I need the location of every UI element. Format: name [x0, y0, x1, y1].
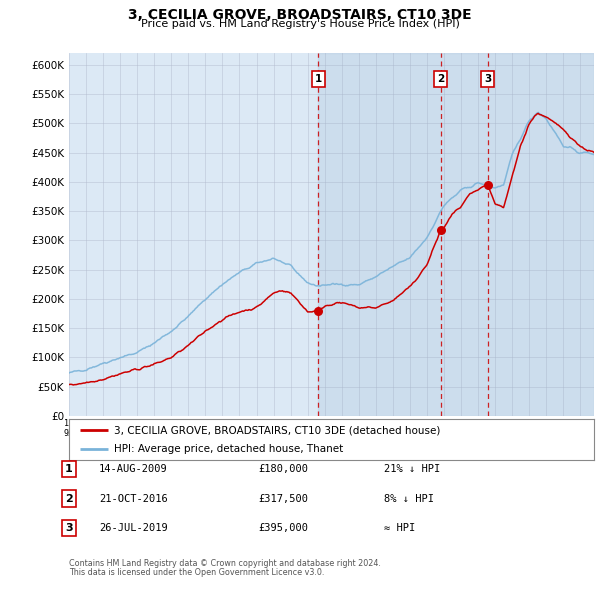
Bar [318, 53, 594, 416]
Text: 26-JUL-2019: 26-JUL-2019 [99, 523, 168, 533]
Text: 1: 1 [65, 464, 73, 474]
Text: ≈ HPI: ≈ HPI [384, 523, 415, 533]
Text: £317,500: £317,500 [258, 494, 308, 503]
Text: 3, CECILIA GROVE, BROADSTAIRS, CT10 3DE (detached house): 3, CECILIA GROVE, BROADSTAIRS, CT10 3DE … [113, 425, 440, 435]
Text: £395,000: £395,000 [258, 523, 308, 533]
Text: 21-OCT-2016: 21-OCT-2016 [99, 494, 168, 503]
Text: 21% ↓ HPI: 21% ↓ HPI [384, 464, 440, 474]
Text: 8% ↓ HPI: 8% ↓ HPI [384, 494, 434, 503]
Text: 3: 3 [65, 523, 73, 533]
Text: 3: 3 [484, 74, 491, 84]
Text: This data is licensed under the Open Government Licence v3.0.: This data is licensed under the Open Gov… [69, 568, 325, 577]
Text: Price paid vs. HM Land Registry's House Price Index (HPI): Price paid vs. HM Land Registry's House … [140, 19, 460, 30]
Text: Contains HM Land Registry data © Crown copyright and database right 2024.: Contains HM Land Registry data © Crown c… [69, 559, 381, 568]
Text: 2: 2 [437, 74, 444, 84]
Text: 1: 1 [314, 74, 322, 84]
Text: £180,000: £180,000 [258, 464, 308, 474]
Text: 14-AUG-2009: 14-AUG-2009 [99, 464, 168, 474]
Text: HPI: Average price, detached house, Thanet: HPI: Average price, detached house, Than… [113, 444, 343, 454]
Text: 3, CECILIA GROVE, BROADSTAIRS, CT10 3DE: 3, CECILIA GROVE, BROADSTAIRS, CT10 3DE [128, 8, 472, 22]
Text: 2: 2 [65, 494, 73, 503]
